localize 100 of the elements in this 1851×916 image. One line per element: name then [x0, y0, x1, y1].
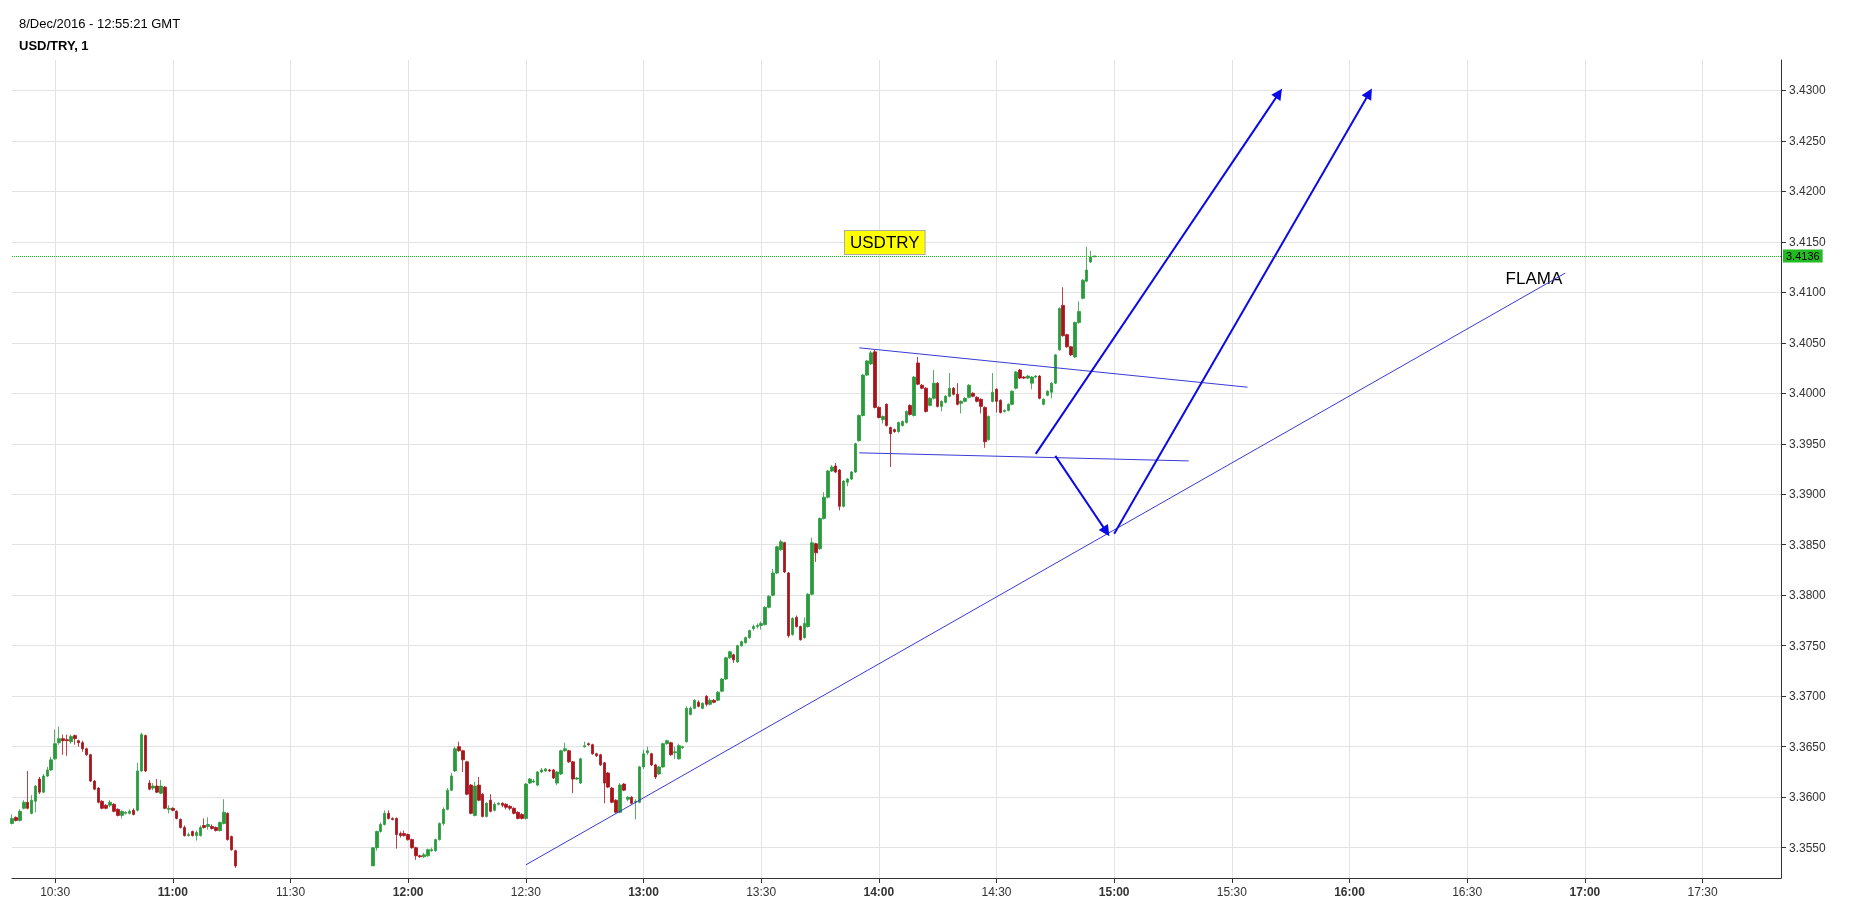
- candlestick: [116, 807, 120, 817]
- candlestick: [905, 410, 908, 424]
- candlestick: [791, 617, 794, 637]
- candlestick: [622, 782, 626, 792]
- y-tick-label: 3.4000: [1789, 386, 1827, 401]
- candlestick: [167, 804, 171, 814]
- y-tick-label: 3.3750: [1789, 638, 1827, 653]
- candlestick: [716, 690, 720, 702]
- annotation: USDTRY: [850, 233, 920, 252]
- candlestick: [924, 386, 928, 413]
- y-tick-label: 3.3800: [1789, 588, 1827, 603]
- candlestick: [175, 809, 178, 820]
- x-tick-label: 14:30: [981, 885, 1012, 899]
- candlestick: [552, 768, 555, 780]
- candlestick: [701, 701, 704, 710]
- candlestick: [151, 782, 155, 791]
- y-tick-label: 3.4250: [1789, 133, 1827, 148]
- candlestick: [881, 415, 885, 424]
- candlestick: [705, 694, 708, 707]
- candlestick: [426, 848, 430, 858]
- x-tick-label: 10:30: [40, 885, 71, 899]
- candlestick: [677, 743, 681, 761]
- candlestick: [73, 734, 77, 746]
- candlestick: [38, 776, 41, 795]
- candlestick: [516, 810, 520, 820]
- candlestick: [732, 653, 735, 664]
- candlestick: [712, 698, 716, 704]
- candlestick: [630, 795, 633, 805]
- chart-subtitle: 8/Dec/2016 - 12:55:21 GMT: [19, 16, 181, 31]
- candlestick: [81, 740, 84, 753]
- y-tick-label: 3.4150: [1789, 234, 1827, 249]
- candlestick: [579, 757, 582, 785]
- y-tick-label: 3.3950: [1789, 436, 1827, 451]
- candlestick: [395, 817, 398, 850]
- y-tick-label: 3.3600: [1789, 790, 1827, 805]
- candlestick: [971, 391, 975, 398]
- candlestick: [912, 375, 916, 417]
- x-tick-label: 16:00: [1334, 885, 1366, 899]
- candlestick: [936, 381, 939, 408]
- candlestick: [916, 356, 920, 386]
- candlestick: [187, 832, 190, 837]
- candlestick: [206, 817, 210, 830]
- candlestick: [493, 801, 496, 812]
- candlestick: [112, 802, 116, 813]
- candlestick: [144, 734, 147, 773]
- y-tick-label: 3.3550: [1789, 840, 1827, 855]
- candlestick: [120, 809, 124, 819]
- candlestick: [1038, 374, 1041, 400]
- candlestick: [940, 399, 943, 412]
- candlestick: [18, 808, 22, 822]
- candlestick: [967, 383, 971, 399]
- candlestick: [583, 741, 586, 749]
- candlestick: [889, 426, 892, 468]
- y-tick-label: 3.4100: [1789, 285, 1827, 300]
- candlestick: [520, 812, 524, 820]
- candlestick: [1030, 375, 1034, 390]
- candlestick: [159, 779, 163, 795]
- candlestick: [1042, 397, 1045, 406]
- candlestick: [634, 798, 637, 820]
- candlestick: [685, 705, 688, 744]
- candlestick: [885, 402, 888, 427]
- candlestick: [669, 741, 673, 757]
- candlestick: [108, 799, 112, 808]
- candlestick: [959, 399, 963, 414]
- candlestick: [524, 782, 528, 820]
- candlestick: [512, 806, 516, 815]
- candlestick: [544, 767, 547, 773]
- candlestick: [202, 818, 206, 829]
- y-tick-label: 3.4300: [1789, 83, 1827, 98]
- candlestick: [473, 781, 477, 817]
- candlestick: [736, 644, 739, 664]
- candlestick: [132, 807, 135, 816]
- y-tick-label: 3.3900: [1789, 487, 1827, 502]
- x-tick-label: 13:00: [628, 885, 660, 899]
- candlestick: [508, 804, 512, 811]
- candlestick: [65, 734, 69, 757]
- candlestick: [1058, 307, 1061, 352]
- candlestick: [489, 793, 492, 813]
- x-tick-label: 17:00: [1569, 885, 1601, 899]
- candlestick: [234, 849, 237, 869]
- candlestick: [22, 799, 26, 810]
- candlestick: [697, 699, 700, 708]
- x-tick-label: 15:30: [1216, 885, 1248, 899]
- candlestick: [10, 813, 14, 825]
- candlestick: [991, 372, 994, 403]
- x-tick-label: 11:00: [157, 885, 189, 899]
- candlestick: [1089, 250, 1092, 264]
- x-tick-label: 17:30: [1687, 885, 1718, 899]
- candlestick: [77, 739, 80, 748]
- candlestick: [26, 770, 29, 810]
- y-tick-label: 3.3650: [1789, 739, 1827, 754]
- candlestick: [422, 852, 426, 859]
- candlestick: [897, 421, 900, 434]
- candlestick: [128, 808, 131, 815]
- candlestick: [387, 809, 390, 820]
- candlestick: [485, 801, 488, 818]
- candlestick: [756, 623, 759, 629]
- candlestick: [214, 826, 218, 832]
- x-tick-label: 14:00: [863, 885, 895, 899]
- candlestick: [752, 624, 755, 631]
